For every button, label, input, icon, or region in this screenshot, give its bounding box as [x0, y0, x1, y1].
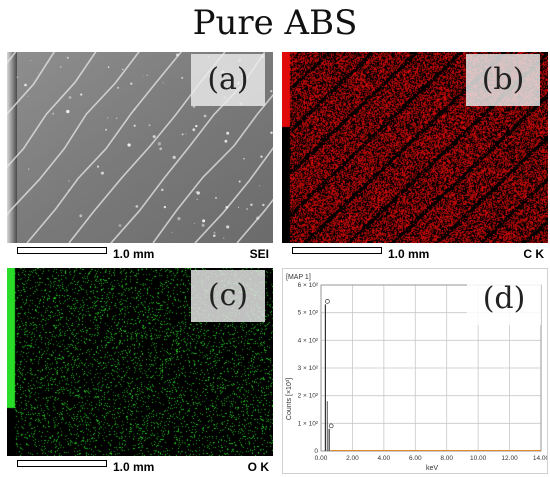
x-tick-label: 6.00 — [409, 455, 422, 462]
x-tick-label: 8.00 — [440, 455, 453, 462]
y-tick-label: 3 × 10² — [298, 365, 319, 372]
panel-b-label: (b) — [466, 54, 540, 106]
y-tick-label: 4 × 10² — [298, 337, 319, 344]
panel-a: (a) 1.0 mm SEI — [7, 52, 273, 263]
x-tick-label: 0.00 — [315, 455, 328, 462]
y-tick-label: 6 × 10² — [298, 282, 319, 289]
peak-marker — [325, 299, 330, 304]
peak-marker — [328, 423, 334, 429]
y-tick-label: 1 × 10² — [298, 420, 319, 427]
y-tick-label: 2 × 10² — [298, 393, 319, 400]
panel-a-label: (a) — [191, 54, 265, 106]
x-tick-label: 2.00 — [346, 455, 359, 462]
panel-d-label: (d) — [467, 273, 541, 325]
panel-a-footer: 1.0 mm SEI — [7, 243, 273, 263]
x-tick-label: 14.00 — [533, 455, 547, 462]
scale-bar — [17, 460, 107, 467]
eds-spectrum-chart: [MAP 1] Counts [×10³] keV 0.00 2.00 4.00 6.… — [286, 274, 550, 472]
scale-bar — [292, 247, 382, 254]
x-tick-label: 10.00 — [470, 455, 487, 462]
x-axis-label: keV — [426, 465, 438, 472]
panel-c-label: (c) — [191, 270, 265, 322]
plot-frame — [320, 284, 542, 452]
detector-label: O K — [247, 460, 269, 474]
x-tick-label: 4.00 — [378, 455, 391, 462]
scale-label: 1.0 mm — [388, 247, 430, 261]
panel-d: [MAP 1] Counts [×10³] keV 0.00 2.00 4.00 6.… — [282, 268, 550, 474]
scale-label: 1.0 mm — [113, 247, 155, 261]
detector-label: SEI — [249, 247, 269, 261]
scale-bar — [17, 247, 107, 254]
panel-c: (c) 1.0 mm O K — [7, 268, 273, 476]
detector-label: C K — [523, 247, 544, 261]
y-tick-label: 5 × 10² — [298, 310, 319, 317]
panel-c-footer: 1.0 mm O K — [7, 456, 273, 476]
y-tick-label: 0 — [314, 448, 318, 455]
panel-b: (b) 1.0 mm C K — [282, 52, 548, 263]
map-label: [MAP 1] — [286, 274, 311, 281]
scale-label: 1.0 mm — [113, 460, 155, 474]
y-axis-label: Counts [×10³] — [286, 378, 293, 420]
panel-b-footer: 1.0 mm C K — [282, 243, 548, 263]
figure-title: Pure ABS — [192, 3, 358, 43]
x-tick-label: 12.00 — [501, 455, 518, 462]
